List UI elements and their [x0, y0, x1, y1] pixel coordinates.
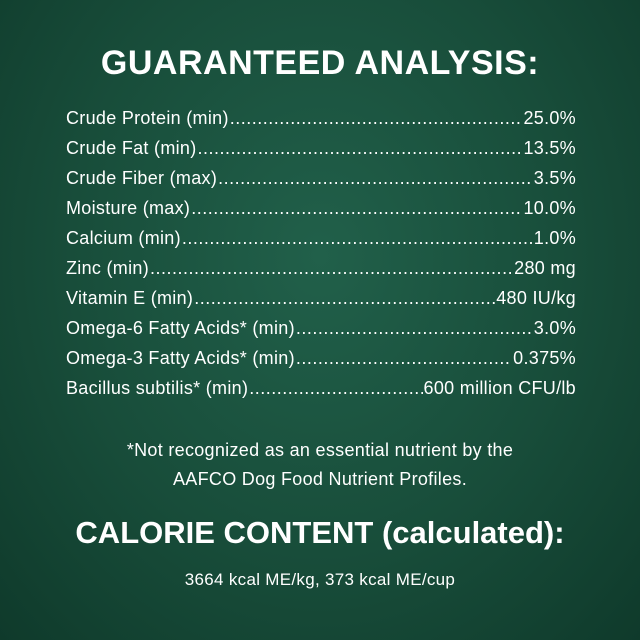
analysis-row: Vitamin E (min) 480 IU/kg — [66, 288, 576, 318]
nutrient-label: Zinc (min) — [66, 258, 149, 278]
nutrient-value: 280 mg — [514, 258, 576, 278]
dot-leader — [218, 168, 533, 189]
analysis-row: Calcium (min) 1.0% — [66, 228, 576, 258]
nutrient-label: Calcium (min) — [66, 228, 181, 248]
dot-leader — [198, 138, 523, 159]
nutrient-value: 3.5% — [533, 168, 576, 188]
nutrient-label: Crude Fiber (max) — [66, 168, 218, 188]
nutrient-label: Crude Protein (min) — [66, 108, 229, 128]
nutrient-label: Moisture (max) — [66, 198, 191, 218]
analysis-row: Zinc (min) 280 mg — [66, 258, 576, 288]
guaranteed-analysis-title: GUARANTEED ANALYSIS: — [100, 44, 540, 82]
analysis-row: Omega-6 Fatty Acids* (min) 3.0% — [66, 318, 576, 348]
nutrient-label: Crude Fat (min) — [66, 138, 197, 158]
analysis-row: Crude Protein (min) 25.0% — [66, 108, 576, 138]
nutrient-value: 1.0% — [533, 228, 576, 248]
nutrient-value: 3.0% — [533, 318, 576, 338]
calorie-content-value: 3664 kcal ME/kg, 373 kcal ME/cup — [184, 570, 456, 589]
analysis-row: Crude Fat (min) 13.5% — [66, 138, 576, 168]
dot-leader — [296, 318, 533, 339]
analysis-row: Omega-3 Fatty Acids* (min) 0.375% — [66, 348, 576, 378]
dot-leader — [191, 198, 522, 219]
dot-leader — [230, 108, 523, 129]
dot-leader — [150, 258, 513, 279]
analysis-row: Moisture (max) 10.0% — [66, 198, 576, 228]
dot-leader — [194, 288, 495, 309]
nutrient-label: Omega-3 Fatty Acids* (min) — [66, 348, 295, 368]
calorie-content-heading: CALORIE CONTENT (calculated): — [75, 515, 565, 550]
footnote-line: AAFCO Dog Food Nutrient Profiles. — [172, 469, 467, 489]
nutrient-value: 13.5% — [523, 138, 576, 158]
nutrient-value: 0.375% — [513, 348, 576, 368]
dot-leader — [296, 348, 512, 369]
dot-leader — [182, 228, 533, 249]
analysis-row: Bacillus subtilis* (min) 600 million CFU/… — [66, 378, 576, 408]
analysis-table: Crude Protein (min) 25.0% Crude Fat (min) 1… — [66, 108, 576, 408]
nutrient-value: 600 million CFU/lb — [423, 378, 576, 398]
nutrient-label: Bacillus subtilis* (min) — [66, 378, 249, 398]
nutrient-label: Vitamin E (min) — [66, 288, 194, 308]
nutrient-value: 25.0% — [523, 108, 576, 128]
nutrient-label: Omega-6 Fatty Acids* (min) — [66, 318, 295, 338]
footnote-line: *Not recognized as an essential nutrient… — [126, 440, 514, 460]
nutrient-value: 480 IU/kg — [496, 288, 576, 308]
footnote: *Not recognized as an essential nutrient… — [0, 436, 640, 494]
dot-leader — [249, 378, 422, 399]
analysis-row: Crude Fiber (max) 3.5% — [66, 168, 576, 198]
nutrient-value: 10.0% — [523, 198, 576, 218]
